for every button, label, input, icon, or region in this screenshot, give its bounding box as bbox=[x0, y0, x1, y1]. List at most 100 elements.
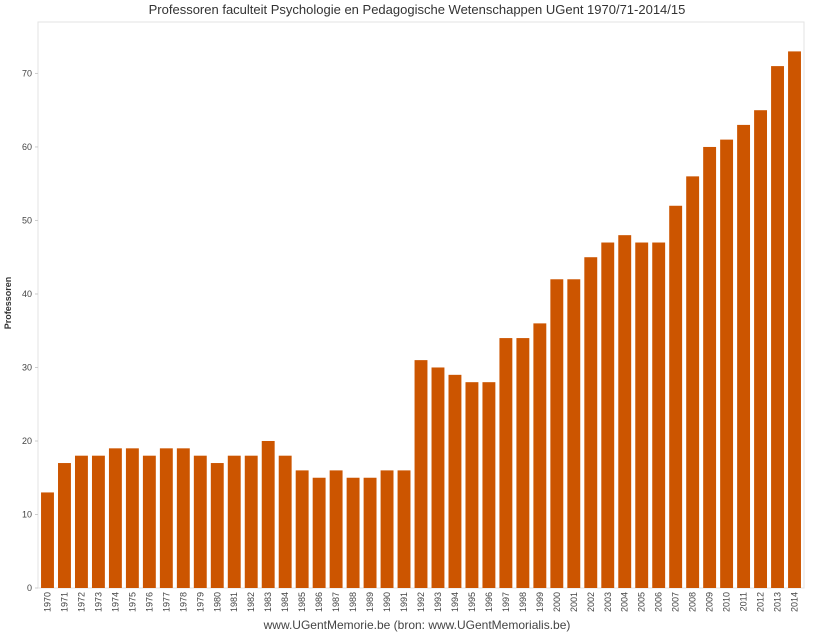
y-tick-label: 70 bbox=[22, 68, 32, 78]
x-tick-label: 1971 bbox=[59, 592, 69, 612]
x-tick-label: 2009 bbox=[705, 592, 715, 612]
bar-1972 bbox=[74, 455, 88, 588]
x-tick-label: 1973 bbox=[93, 592, 103, 612]
source-note: www.UGentMemorie.be (bron: www.UGentMemo… bbox=[263, 618, 571, 632]
bar-1987 bbox=[329, 470, 343, 588]
bar-1993 bbox=[431, 367, 445, 588]
x-tick-label: 1992 bbox=[416, 592, 426, 612]
x-tick-label: 1987 bbox=[331, 592, 341, 612]
bar-2002 bbox=[584, 257, 598, 588]
bar-2001 bbox=[567, 279, 581, 588]
x-tick-label: 1982 bbox=[246, 592, 256, 612]
x-axis: 1970 1971 1972 1973 1974 1975 1976 1977 1978 1979… bbox=[42, 592, 799, 612]
y-tick-label: 30 bbox=[22, 362, 32, 372]
bar-2005 bbox=[635, 242, 649, 589]
x-tick-label: 2005 bbox=[637, 592, 647, 612]
bar-1974 bbox=[108, 448, 122, 588]
y-tick-label: 10 bbox=[22, 509, 32, 519]
y-tick-label: 60 bbox=[22, 142, 32, 152]
x-tick-label: 1994 bbox=[450, 592, 460, 612]
bar-1991 bbox=[397, 470, 411, 588]
bar-1983 bbox=[261, 440, 275, 588]
bar-2006 bbox=[652, 242, 666, 589]
x-tick-label: 1990 bbox=[382, 592, 392, 612]
x-tick-label: 2001 bbox=[569, 592, 579, 612]
bar-2012 bbox=[754, 110, 768, 588]
x-tick-label: 1998 bbox=[518, 592, 528, 612]
x-tick-label: 1983 bbox=[263, 592, 273, 612]
bar-1996 bbox=[482, 382, 496, 588]
x-tick-label: 2011 bbox=[739, 592, 749, 611]
x-tick-label: 2010 bbox=[722, 592, 732, 612]
bar-1986 bbox=[312, 477, 326, 588]
x-tick-label: 1996 bbox=[484, 592, 494, 612]
x-tick-label: 2013 bbox=[773, 592, 783, 612]
y-tick-label: 40 bbox=[22, 289, 32, 299]
bar-1982 bbox=[244, 455, 258, 588]
bar-1994 bbox=[448, 374, 462, 588]
x-tick-label: 2006 bbox=[654, 592, 664, 612]
x-tick-label: 1970 bbox=[42, 592, 52, 612]
x-tick-label: 1985 bbox=[297, 592, 307, 612]
x-tick-label: 1980 bbox=[212, 592, 222, 612]
x-tick-label: 2014 bbox=[790, 592, 800, 612]
bar-1981 bbox=[227, 455, 241, 588]
bar-1988 bbox=[346, 477, 360, 588]
x-tick-label: 1977 bbox=[161, 592, 171, 612]
bar-2007 bbox=[669, 205, 683, 588]
bar-1990 bbox=[380, 470, 394, 588]
bar-1976 bbox=[142, 455, 156, 588]
bar-1985 bbox=[295, 470, 309, 588]
x-tick-label: 1991 bbox=[399, 592, 409, 612]
bars bbox=[41, 51, 801, 589]
x-tick-label: 2012 bbox=[756, 592, 766, 612]
chart-title: Professoren faculteit Psychologie en Ped… bbox=[148, 2, 686, 17]
bar-2008 bbox=[686, 176, 700, 588]
x-tick-label: 2004 bbox=[620, 592, 630, 612]
x-tick-label: 1997 bbox=[501, 592, 511, 612]
bar-1978 bbox=[176, 448, 190, 588]
bar-1977 bbox=[159, 448, 173, 588]
bar-1999 bbox=[533, 323, 547, 588]
x-tick-label: 1981 bbox=[229, 592, 239, 612]
x-tick-label: 1974 bbox=[110, 592, 120, 612]
bar-2004 bbox=[618, 235, 632, 589]
y-tick-label: 20 bbox=[22, 436, 32, 446]
y-tick-label: 0 bbox=[27, 583, 32, 593]
x-tick-label: 1988 bbox=[348, 592, 358, 612]
x-tick-label: 1978 bbox=[178, 592, 188, 612]
bar-1970 bbox=[41, 492, 54, 588]
bar-2000 bbox=[550, 279, 564, 588]
bar-2009 bbox=[703, 146, 717, 588]
bar-1973 bbox=[91, 455, 105, 588]
x-tick-label: 2008 bbox=[688, 592, 698, 612]
bar-1979 bbox=[193, 455, 207, 588]
bar-1997 bbox=[499, 338, 513, 588]
bar-2003 bbox=[601, 242, 615, 589]
bar-1971 bbox=[58, 463, 71, 588]
x-tick-label: 2000 bbox=[552, 592, 562, 612]
bar-2013 bbox=[771, 66, 784, 589]
bar-1980 bbox=[210, 463, 224, 588]
bar-1989 bbox=[363, 477, 377, 588]
bar-1998 bbox=[516, 338, 530, 588]
bar-1992 bbox=[414, 360, 428, 588]
bar-2010 bbox=[720, 139, 734, 588]
x-tick-label: 1975 bbox=[127, 592, 137, 612]
x-tick-label: 1999 bbox=[535, 592, 545, 612]
x-tick-label: 2007 bbox=[671, 592, 681, 612]
x-tick-label: 1976 bbox=[144, 592, 154, 612]
y-axis: 0 10 20 30 40 50 60 70 bbox=[22, 68, 38, 593]
x-tick-label: 1993 bbox=[433, 592, 443, 612]
y-axis-label: Professoren bbox=[3, 277, 13, 330]
x-tick-label: 1995 bbox=[467, 592, 477, 612]
bar-1995 bbox=[465, 382, 479, 588]
x-tick-label: 1984 bbox=[280, 592, 290, 612]
x-tick-label: 1972 bbox=[76, 592, 86, 612]
bar-2014 bbox=[788, 51, 801, 589]
bar-1975 bbox=[125, 448, 139, 588]
x-tick-label: 2003 bbox=[603, 592, 613, 612]
x-tick-label: 1986 bbox=[314, 592, 324, 612]
bar-2011 bbox=[737, 124, 751, 588]
